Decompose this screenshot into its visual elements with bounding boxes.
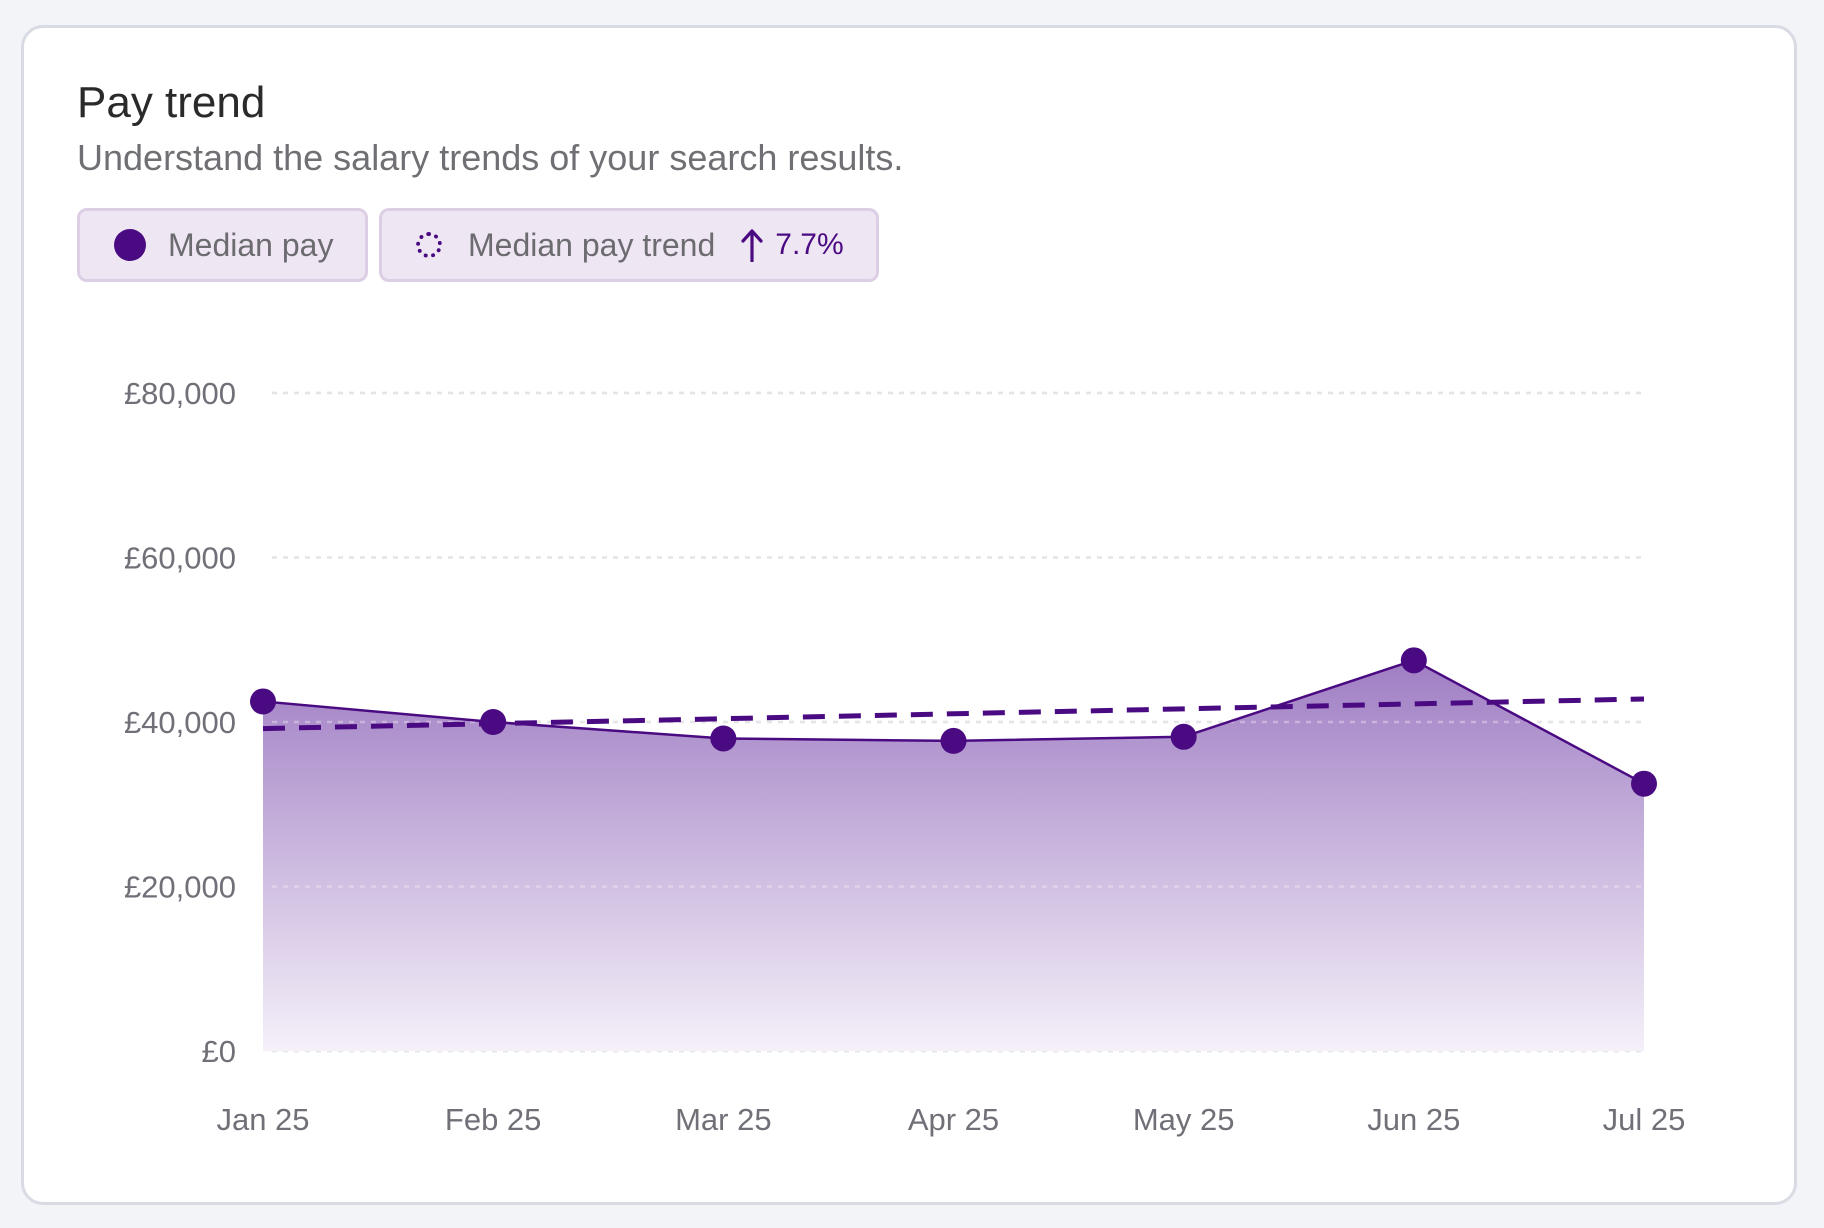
x-tick-label: Jan 25	[216, 1102, 309, 1137]
grid-lines-overlay	[272, 391, 1645, 1053]
y-axis-ticks: £0 £20,000 £40,000 £60,000 £80,000	[124, 376, 236, 1069]
x-tick-label: Apr 25	[908, 1102, 999, 1137]
y-tick-label: £80,000	[124, 376, 236, 411]
x-tick-label: May 25	[1133, 1102, 1235, 1137]
y-tick-label: £60,000	[124, 541, 236, 576]
median-pay-point[interactable]	[940, 727, 967, 754]
y-tick-label: £40,000	[124, 705, 236, 740]
x-tick-label: Feb 25	[445, 1102, 542, 1137]
x-axis-ticks: Jan 25 Feb 25 Mar 25 Apr 25 May 25 Jun 25 Jul …	[216, 1102, 1685, 1137]
median-pay-point[interactable]	[480, 709, 507, 735]
median-pay-point[interactable]	[1631, 770, 1657, 797]
trend-percentage: 7.7%	[775, 228, 844, 261]
legend-median-pay-trend[interactable]: Median pay trend 7.7%	[379, 208, 879, 282]
arrow-up-icon	[741, 229, 763, 262]
x-tick-label: Jul 25	[1603, 1102, 1686, 1137]
card-subtitle: Understand the salary trends of your sea…	[77, 137, 904, 178]
x-tick-label: Mar 25	[675, 1102, 771, 1137]
median-pay-point[interactable]	[710, 725, 737, 752]
median-pay-point[interactable]	[1400, 647, 1427, 674]
legend-trend-label: Median pay trend	[468, 226, 716, 263]
median-pay-point[interactable]	[1170, 723, 1197, 750]
legend-median-pay-label: Median pay	[168, 226, 334, 263]
dotted-circle-icon	[416, 232, 442, 258]
median-pay-point[interactable]	[250, 688, 276, 715]
x-tick-label: Jun 25	[1367, 1102, 1460, 1137]
median-pay-area	[263, 660, 1644, 1051]
median-pay-points	[250, 647, 1657, 797]
y-tick-label: £20,000	[124, 870, 236, 905]
card-title: Pay trend	[77, 78, 266, 127]
solid-dot-icon	[114, 229, 146, 261]
legend-median-pay[interactable]: Median pay	[77, 208, 369, 282]
y-tick-label: £0	[202, 1034, 236, 1069]
